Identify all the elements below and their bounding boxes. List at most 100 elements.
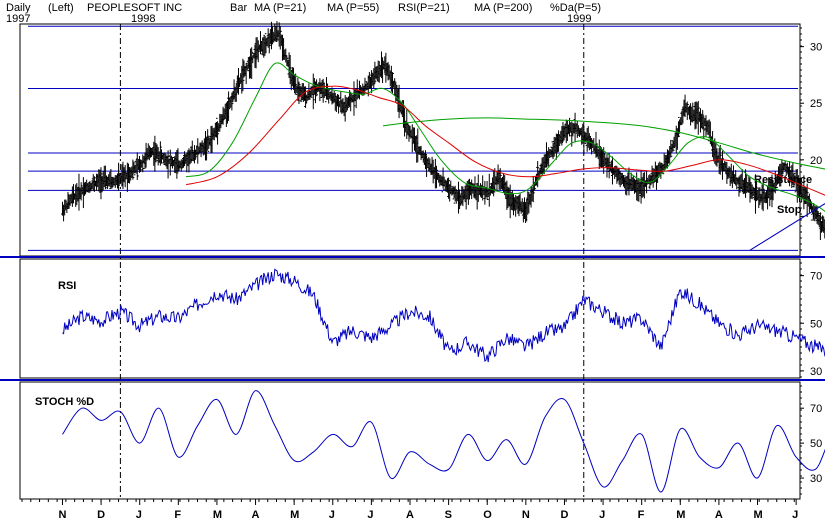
price-bar [544,142,548,168]
stoch-panel-label: STOCH %D [35,396,94,408]
rsi-panel-frame [19,258,801,379]
xtick-label: M [676,509,685,521]
price-bar [274,26,278,42]
xtick-label: M [290,509,299,521]
scale-label: (Left) [48,2,74,14]
price-bar [271,25,275,45]
stoch-ytick-label: 70 [810,403,822,415]
price-bar [447,177,451,199]
price-bar [285,55,289,67]
price-bar [110,176,114,189]
price-bar [267,33,271,54]
price-bar [99,167,103,200]
price-bar [158,141,162,166]
price-ytick-label: 15 [810,211,822,223]
price-bar [327,88,331,104]
price-bar [529,185,533,208]
xtick-label: O [483,509,492,521]
xtick-label: J [792,509,798,521]
legend-ma55: MA (P=55) [327,2,379,14]
price-bar [294,73,298,95]
price-bar [256,40,260,63]
price-bar [87,182,91,193]
price-bar [275,21,279,41]
xtick-label: J [367,509,373,521]
xtick-label: J [329,509,335,521]
price-bar [190,140,194,161]
price-bar [206,129,210,152]
xtick-label: A [252,509,260,521]
xtick-label: F [638,509,645,521]
stoch-ytick-label: 30 [810,473,822,485]
price-bar [671,140,675,152]
price-bar [672,136,676,148]
year-1997-label: 1997 [6,13,30,25]
price-bar [434,165,438,189]
price-bar [780,159,784,183]
price-bar [792,172,796,188]
price-bar [788,161,792,187]
price-bar [691,102,695,123]
price-bar [131,159,135,180]
price-bar [758,187,762,206]
ma55-line [185,85,825,196]
price-bar [720,150,724,180]
price-bar [423,150,427,170]
price-bar [498,168,502,190]
xtick-label: F [174,509,181,521]
price-bar [696,100,700,135]
price-bar [170,156,174,169]
price-bar [454,189,458,204]
price-bar [297,81,301,104]
price-bar [216,117,220,145]
price-bar [311,73,315,110]
rsi-panel-label: RSI [58,280,76,292]
year-1998-label: 1998 [131,13,155,25]
price-bar [607,153,611,179]
ma21-line [185,62,825,212]
stoch-ytick-label: 50 [810,438,822,450]
xtick-label: A [715,509,723,521]
price-bar [241,58,245,92]
rsi-ytick-label: 70 [810,271,822,283]
price-bar [576,125,580,135]
xtick-label: M [213,509,222,521]
stop-trendline [749,203,825,251]
price-bar [702,116,706,140]
price-bar [449,180,453,195]
stoch-line [62,390,825,493]
price-bar [250,47,254,79]
price-bar [768,179,772,207]
xtick-label: A [406,509,414,521]
legend-ma21: MA (P=21) [254,2,306,14]
price-bar [194,149,198,160]
price-bar [315,79,319,96]
price-bar [548,149,552,158]
price-bar [755,179,759,202]
price-bar [364,82,368,91]
xtick-label: M [754,509,763,521]
price-bar [701,110,705,130]
price-bar [166,150,170,179]
price-bar [557,130,561,152]
legend-ma200: MA (P=200) [474,2,532,14]
ma200-line [382,117,825,170]
price-bar [258,31,262,55]
xtick-label: J [136,509,142,521]
legend-pctd: %Da(P=5) [550,2,601,14]
price-ytick-label: 20 [810,155,822,167]
year-1999-label: 1999 [567,13,591,25]
price-bar [685,101,689,120]
price-bar [199,142,203,158]
price-bar [79,182,83,201]
xtick-label: N [58,509,66,521]
price-bar [117,162,121,192]
price-bar [761,179,765,212]
price-bar [228,97,232,109]
price-bar [244,62,248,85]
price-panel-frame [19,23,801,257]
price-bar [345,97,349,111]
symbol-label: PEOPLESOFT INC [87,2,182,14]
price-ytick-label: 30 [810,42,822,54]
price-bar [333,92,337,111]
